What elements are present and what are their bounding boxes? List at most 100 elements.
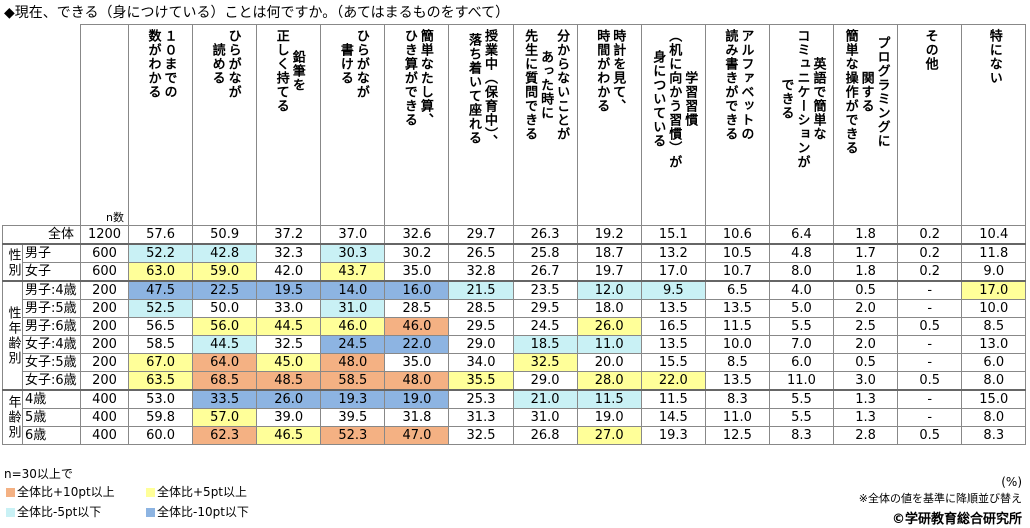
column-header-line: 授業中（保育中）、 xyxy=(482,29,498,149)
legend-note: n=30以上で xyxy=(4,467,73,481)
cell: - xyxy=(897,408,963,427)
legend-item: 全体比-5pt以下 xyxy=(6,503,101,520)
cell: 15.0 xyxy=(961,389,1027,409)
column-header-line: 特にない xyxy=(986,29,1002,85)
column-header: １０までの 数がわかる xyxy=(127,24,194,226)
column-header-line: 落ち着いて座れる xyxy=(466,32,482,145)
cell: 48.0 xyxy=(384,371,450,391)
cell: 32.5 xyxy=(512,353,578,372)
cell: 52.3 xyxy=(320,426,386,445)
column-header-line: ひらがなが xyxy=(353,29,369,99)
cell: 13.0 xyxy=(961,335,1027,354)
column-header-line: 関する xyxy=(858,71,874,113)
column-header-line: コミュニケーションが xyxy=(794,29,810,169)
cell: 0.2 xyxy=(897,243,963,263)
data-row: 年齢別 4歳 400 53.0 33.5 26.0 19.3 19.0 25.3 21.0 11.5… xyxy=(2,389,1027,445)
cell: 23.5 xyxy=(512,280,578,300)
column-header-line: 読める xyxy=(209,43,225,85)
cell: 27.0 xyxy=(576,426,642,445)
header-row: n数 １０までの 数がわかる ひらがなが 読める 鉛筆を 正しく持てる ひらがなが 書ける 簡単な… xyxy=(2,24,1027,226)
data-row: 女子:5歳 200 67.0 64.0 45.0 48.0 35.0 34.0 32.5 20.0… xyxy=(3,353,1027,372)
cell: 39.5 xyxy=(320,408,386,427)
cell: 62.3 xyxy=(192,426,258,445)
column-header: その他 xyxy=(897,24,963,226)
cell: 53.0 xyxy=(127,389,194,409)
row-label: 女子:5歳 xyxy=(22,353,81,372)
cell: 6.0 xyxy=(961,353,1027,372)
column-header: 時計を見て、 時間がわかる xyxy=(576,24,642,226)
cell: 28.0 xyxy=(576,371,642,391)
cell: 28.5 xyxy=(448,299,514,318)
cell: 8.5 xyxy=(704,353,770,372)
cell: 13.5 xyxy=(704,299,770,318)
cell: 2.0 xyxy=(833,335,899,354)
cell: 58.5 xyxy=(320,371,386,391)
cell: 25.3 xyxy=(448,389,514,409)
cell: 26.0 xyxy=(256,389,322,409)
cell: 56.0 xyxy=(192,317,258,336)
column-header-text: 分からないことが あった時に 先生に質問できる xyxy=(521,29,569,141)
column-header-text: １０までの 数がわかる xyxy=(145,29,177,99)
cell: 42.0 xyxy=(256,262,322,282)
column-header-line: 分からないことが xyxy=(554,29,570,141)
cell: 26.5 xyxy=(448,243,514,263)
cell: 37.2 xyxy=(256,225,322,245)
cell: 5.5 xyxy=(768,408,835,427)
cell: 2.5 xyxy=(833,317,899,336)
cell: 47.5 xyxy=(127,280,194,300)
cell: 0.5 xyxy=(833,280,899,300)
column-header: プログラミングに 関する 簡単な操作ができる xyxy=(833,24,899,226)
column-header-line: 英語で簡単な xyxy=(810,57,826,141)
cell: 29.5 xyxy=(448,317,514,336)
column-header-line: 簡単な操作ができる xyxy=(842,29,858,155)
row-label: 4歳 xyxy=(22,389,81,409)
cell: 28.5 xyxy=(384,299,450,318)
cell: 0.5 xyxy=(897,317,963,336)
cell: 19.5 xyxy=(256,280,322,300)
cell: 8.3 xyxy=(704,389,770,409)
column-header: 簡単なたし算、 ひき算ができる xyxy=(384,24,450,226)
cell: - xyxy=(897,389,963,409)
cell: 30.3 xyxy=(320,243,386,263)
cell: 50.9 xyxy=(192,225,258,245)
data-row: 女子:6歳 200 63.5 68.5 48.5 58.5 48.0 35.5 29.0 28.0… xyxy=(3,371,1027,391)
cell: 35.0 xyxy=(384,262,450,282)
data-row: 女子:4歳 200 58.5 44.5 32.5 24.5 22.0 29.0 18.5 11.0… xyxy=(3,335,1027,354)
n-value: 200 xyxy=(80,280,129,300)
column-header: 英語で簡単な コミュニケーションが できる xyxy=(768,24,835,226)
cell: 26.8 xyxy=(512,426,578,445)
cell: 10.7 xyxy=(704,262,770,282)
results-table: n数 １０までの 数がわかる ひらがなが 読める 鉛筆を 正しく持てる ひらがなが 書ける 簡単な… xyxy=(2,24,1027,445)
row-label: 5歳 xyxy=(22,408,81,427)
cell: 1.8 xyxy=(833,262,899,282)
cell: 11.5 xyxy=(704,317,770,336)
group-label: 年齢別 xyxy=(2,389,23,445)
cell: 16.5 xyxy=(640,317,706,336)
cell: 15.1 xyxy=(640,225,706,245)
column-header-line: ひき算ができる xyxy=(401,29,417,127)
cell: 29.5 xyxy=(512,299,578,318)
cell: 31.0 xyxy=(320,299,386,318)
row-label: 女子:4歳 xyxy=(22,335,81,354)
legend-label: 全体比+10pt以上 xyxy=(17,485,115,499)
group-label: 性別 xyxy=(2,243,23,282)
column-header-text: アルファベットの 読み書きができる xyxy=(721,29,753,141)
n-value: 200 xyxy=(80,335,129,354)
cell: 64.0 xyxy=(192,353,258,372)
cell: 31.0 xyxy=(512,408,578,427)
cell: 19.3 xyxy=(640,426,706,445)
cell: 60.0 xyxy=(127,426,194,445)
legend-label: 全体比+5pt以上 xyxy=(157,485,248,499)
cell: 44.5 xyxy=(192,335,258,354)
unit: (%) xyxy=(1001,475,1022,489)
cell: 6.5 xyxy=(704,280,770,300)
cell: 0.5 xyxy=(897,426,963,445)
column-header-text: 英語で簡単な コミュニケーションが できる xyxy=(777,29,825,169)
column-header-text: 簡単なたし算、 ひき算ができる xyxy=(401,29,433,127)
cell: 26.3 xyxy=(512,225,578,245)
column-header-line: （机に向かう習慣）が xyxy=(666,29,682,169)
cell: 18.5 xyxy=(512,335,578,354)
cell: 1.3 xyxy=(833,408,899,427)
cell: 10.6 xyxy=(704,225,770,245)
